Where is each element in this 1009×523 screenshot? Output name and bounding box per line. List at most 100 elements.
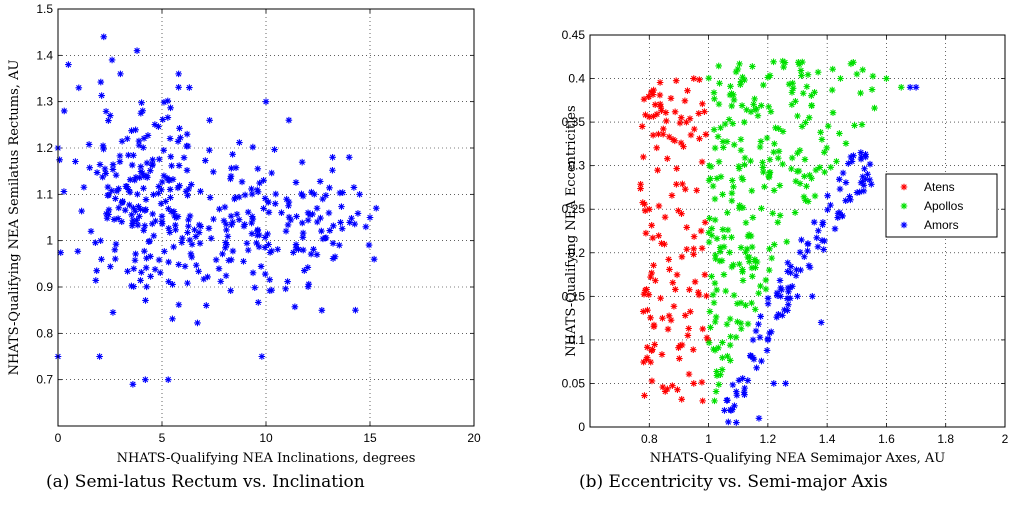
axes-frame <box>589 34 1006 428</box>
scatter-point <box>188 181 195 188</box>
atens-point <box>649 234 657 242</box>
atens-point <box>683 118 690 126</box>
amors-point <box>800 253 808 261</box>
scatter-point <box>176 125 183 132</box>
scatter-point <box>249 215 257 223</box>
scatter-point <box>166 186 174 193</box>
amors-point <box>729 381 737 389</box>
apollos-point <box>824 122 832 130</box>
scatter-point <box>287 216 295 224</box>
atens-point <box>695 291 703 299</box>
apollos-point <box>748 264 756 272</box>
scatter-point <box>206 116 213 124</box>
scatter-point <box>140 184 147 192</box>
scatter-point <box>316 178 324 185</box>
atens-point <box>649 346 656 353</box>
scatter-point <box>128 282 135 290</box>
atens-point <box>658 107 665 114</box>
apollos-point <box>715 100 723 108</box>
apollos-point <box>799 58 806 66</box>
apollos-point <box>759 159 766 166</box>
apollos-point <box>729 177 736 184</box>
scatter-point <box>160 146 168 154</box>
amors-point <box>776 277 784 284</box>
scatter-point <box>149 210 156 218</box>
atens-point <box>673 271 681 279</box>
scatter-point <box>229 218 236 226</box>
atens-point <box>660 125 667 133</box>
y-tick-label: 0.05 <box>562 376 586 390</box>
scatter-point <box>329 153 336 161</box>
atens-point <box>677 139 685 147</box>
legend-label: Atens <box>924 180 955 194</box>
apollos-point <box>711 195 719 203</box>
scatter-point <box>244 208 252 216</box>
apollos-point <box>814 68 822 76</box>
apollos-point <box>808 175 815 182</box>
apollos-point <box>779 57 786 65</box>
apollos-point <box>708 225 716 232</box>
scatter-point <box>254 188 262 196</box>
y-tick-label: 0.15 <box>562 289 586 303</box>
scatter-point <box>346 219 354 226</box>
amors-point <box>733 391 741 399</box>
apollos-point <box>742 219 750 227</box>
scatter-point <box>141 247 148 255</box>
scatter-point <box>249 143 257 151</box>
atens-point <box>643 344 651 351</box>
scatter-point <box>271 146 278 153</box>
amors-point <box>842 179 850 186</box>
scatter-point <box>163 174 171 182</box>
apollos-point <box>720 144 727 151</box>
apollos-point <box>713 286 721 294</box>
scatter-point <box>339 189 347 196</box>
scatter-point <box>285 202 292 210</box>
caption-a: (a) Semi-latus Rectum vs. Inclination <box>46 472 365 492</box>
apollos-point <box>730 96 738 104</box>
apollos-point <box>804 71 812 78</box>
scatter-point <box>157 269 164 277</box>
scatter-point <box>210 215 217 223</box>
scatter-point <box>248 230 256 238</box>
scatter-point <box>262 98 270 105</box>
scatter-point <box>167 194 174 201</box>
apollos-point <box>779 160 786 168</box>
apollos-point <box>749 214 757 221</box>
scatter-point <box>266 287 274 295</box>
apollos-point <box>726 315 734 323</box>
scatter-point <box>329 240 337 247</box>
scatter-point <box>149 156 156 164</box>
scatter-point <box>132 126 139 134</box>
scatter-point <box>150 191 157 198</box>
apollos-point <box>836 130 843 137</box>
scatter-point <box>87 227 95 235</box>
apollos-point <box>780 63 787 71</box>
apollos-point <box>737 136 745 143</box>
scatter-point <box>115 204 123 212</box>
legend-entry-apollos: Apollos <box>900 199 963 213</box>
apollos-point <box>794 112 801 120</box>
atens-point <box>677 114 685 121</box>
amors-point <box>721 407 728 414</box>
apollos-point <box>723 138 731 145</box>
apollos-point <box>789 79 796 87</box>
scatter-point <box>141 222 149 230</box>
amors-point <box>740 388 748 396</box>
apollos-point <box>737 146 745 154</box>
x-tick-label: 1.2 <box>760 432 777 446</box>
x-axis-label: NHATS-Qualifying NEA Semimajor Axes, AU <box>650 451 946 466</box>
scatter-point <box>142 264 150 272</box>
atens-point <box>656 100 664 108</box>
scatter-point <box>204 273 211 281</box>
atens-point <box>648 377 656 385</box>
scatter-point <box>96 353 103 360</box>
axes-frame <box>57 8 475 427</box>
atens-point <box>696 76 703 83</box>
apollos-point <box>730 141 738 149</box>
scatter-point <box>232 164 240 172</box>
scatter-point <box>195 229 203 236</box>
scatter-point <box>110 216 118 223</box>
apollos-point <box>712 255 719 263</box>
apollos-point <box>705 74 713 82</box>
scatter-point <box>222 239 229 246</box>
